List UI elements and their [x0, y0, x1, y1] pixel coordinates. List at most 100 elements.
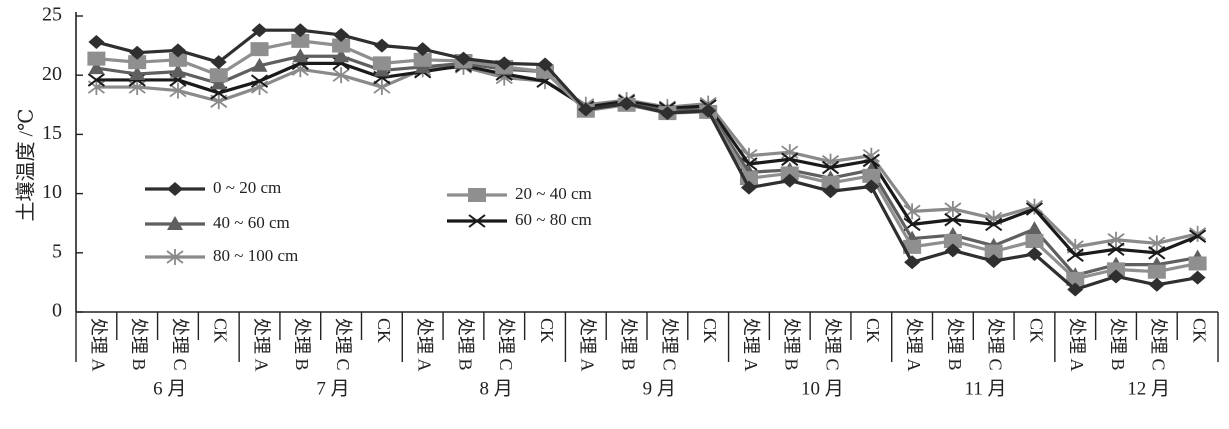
data-point: [250, 42, 269, 57]
x-tick-label: 处理 B: [455, 318, 475, 371]
data-point: [1107, 231, 1125, 248]
data-point: [903, 239, 922, 254]
x-tick-label: 处理 B: [292, 318, 312, 371]
data-point: [1026, 246, 1043, 261]
x-tick-label: 处理 C: [822, 318, 842, 371]
data-point: [332, 67, 350, 84]
data-point: [1025, 233, 1044, 248]
data-point: [1189, 270, 1206, 285]
data-point: [373, 38, 390, 53]
data-point: [781, 173, 798, 188]
data-point: [1188, 256, 1207, 271]
data-point: [332, 38, 351, 53]
month-label: 6 月: [153, 378, 186, 399]
data-point: [292, 23, 309, 38]
data-point: [455, 51, 472, 66]
data-point: [1107, 242, 1125, 257]
y-tick-label: 5: [52, 240, 62, 262]
data-point: [1107, 262, 1126, 277]
month-label: 9 月: [643, 378, 676, 399]
data-point: [169, 82, 187, 99]
y-tick-label: 15: [42, 122, 62, 144]
data-point: [781, 152, 799, 167]
legend-marker: [166, 249, 184, 265]
x-tick-label: 处理 A: [415, 318, 435, 372]
month-label: 7 月: [316, 378, 349, 399]
data-point: [169, 43, 186, 58]
data-point: [210, 75, 227, 90]
y-tick-label: 10: [42, 181, 62, 203]
series-line: [95, 28, 1198, 292]
data-point: [863, 179, 880, 194]
x-tick-label: 处理 C: [986, 318, 1006, 371]
x-tick-label: 处理 C: [333, 318, 353, 371]
x-tick-label: CK: [700, 318, 720, 343]
data-point: [169, 63, 186, 78]
x-tick-label: CK: [374, 318, 394, 343]
data-point: [292, 48, 309, 63]
x-tick-label: CK: [1189, 318, 1209, 343]
x-tick-label: 处理 C: [170, 318, 190, 371]
data-point: [618, 96, 635, 111]
legend-item: 60 ~ 80 cm: [447, 210, 592, 229]
data-point: [1148, 246, 1166, 260]
axes: 0 5 10 15 20 25 处理 A 处理 B 处理 C CK 处理 A 处理 B 处理 C CK 处理…: [42, 4, 1219, 399]
x-tick-label: CK: [211, 318, 231, 343]
x-tick-label: 处理 A: [904, 318, 924, 372]
legend-marker: [167, 182, 183, 196]
x-tick-label: 处理 B: [945, 318, 965, 371]
x-tick-label: 处理 A: [741, 318, 761, 372]
y-axis-label-group: 土壤温度 /℃: [15, 109, 38, 222]
data-point: [209, 68, 228, 83]
data-point: [821, 175, 840, 190]
legend-label: 0 ~ 20 cm: [213, 178, 281, 197]
data-point: [577, 102, 594, 117]
data-point: [740, 180, 757, 195]
x-tick-label: 处理 A: [88, 318, 108, 372]
data-point: [291, 33, 310, 48]
legend-item: 40 ~ 60 cm: [145, 213, 290, 232]
y-tick-label: 20: [42, 63, 62, 85]
data-point: [943, 233, 962, 248]
data-point: [822, 184, 839, 199]
series-0: [88, 23, 1206, 297]
data-point: [129, 45, 146, 60]
data-point: [659, 106, 676, 121]
data-point: [944, 212, 962, 227]
data-point: [700, 103, 717, 118]
legend-label: 60 ~ 80 cm: [515, 210, 592, 229]
data-point: [1108, 269, 1125, 284]
data-point: [251, 57, 268, 72]
legend-label: 40 ~ 60 cm: [213, 213, 290, 232]
data-point: [985, 217, 1003, 232]
x-tick-label: 处理 B: [1108, 318, 1128, 371]
x-tick-label: CK: [537, 318, 557, 343]
month-label: 10 月: [801, 378, 844, 399]
legend-item: 20 ~ 40 cm: [447, 184, 592, 203]
legend-marker: [468, 214, 486, 228]
data-point: [904, 255, 921, 270]
month-label: 12 月: [1127, 378, 1170, 399]
x-tick-label: 处理 A: [251, 318, 271, 372]
x-tick-label: CK: [1026, 318, 1046, 343]
data-point: [862, 153, 880, 168]
data-point: [537, 57, 554, 72]
data-point: [333, 27, 350, 42]
data-point: [373, 79, 391, 96]
x-tick-label: 处理 C: [659, 318, 679, 371]
x-tick-label: 处理 C: [496, 318, 516, 371]
x-tick-label: 处理 A: [578, 318, 598, 372]
data-point: [210, 55, 227, 70]
x-tick-label: 处理 C: [1149, 318, 1169, 371]
data-point: [168, 52, 187, 67]
month-label: 11 月: [964, 378, 1006, 399]
data-point: [1025, 202, 1044, 216]
data-point: [1189, 229, 1207, 244]
data-point: [862, 168, 881, 183]
legend: 0 ~ 20 cm 20 ~ 40 cm 40 ~ 60 cm 60 ~ 80 cm 8…: [145, 178, 592, 265]
y-axis-label: 土壤温度 /℃: [15, 109, 38, 222]
y-tick-label: 25: [42, 4, 62, 26]
data-point: [944, 243, 961, 258]
data-point: [87, 51, 106, 66]
